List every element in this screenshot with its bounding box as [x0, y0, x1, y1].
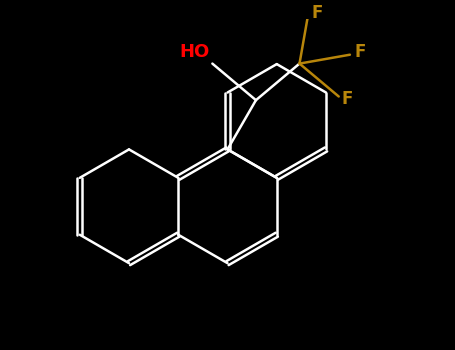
Text: F: F: [354, 43, 366, 61]
Text: HO: HO: [179, 43, 209, 61]
Text: F: F: [311, 4, 323, 22]
Text: F: F: [342, 90, 353, 108]
